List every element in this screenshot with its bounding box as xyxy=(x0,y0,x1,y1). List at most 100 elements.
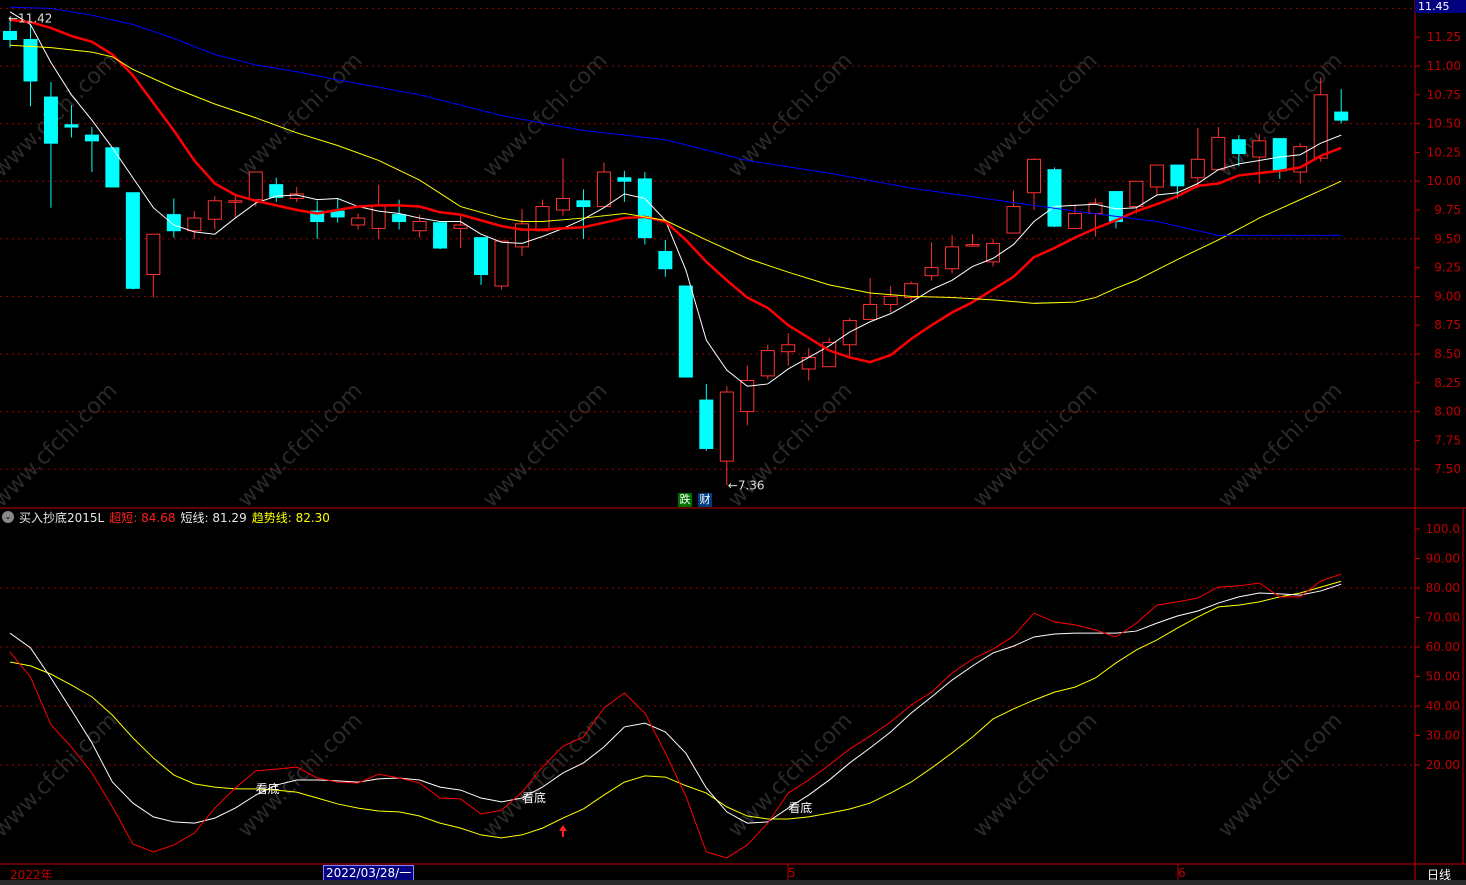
candle-body xyxy=(1129,180,1144,208)
price-tick-label: 9.50 xyxy=(1434,232,1461,246)
candle xyxy=(740,365,755,426)
candle xyxy=(474,237,489,285)
candle-body xyxy=(678,285,693,378)
candle-body xyxy=(740,379,755,413)
watermark-text: www.cfchi.com xyxy=(0,48,123,182)
candle-body xyxy=(3,30,17,41)
candle-body xyxy=(945,246,960,270)
candle-body xyxy=(576,200,591,208)
indicator-name[interactable]: 买入抄底2015L xyxy=(19,510,105,525)
series2-label: 短线: xyxy=(180,510,209,525)
moving-average-line xyxy=(9,11,1342,387)
candle-body xyxy=(1211,136,1226,171)
chevron-down-icon[interactable]: ⌄ xyxy=(2,511,14,523)
candle xyxy=(1170,164,1185,199)
price-tick-label: 10.50 xyxy=(1427,117,1461,131)
candle xyxy=(1006,190,1021,234)
candle-body xyxy=(269,184,284,198)
candle xyxy=(146,233,161,298)
indicator-tick-label: 90.00 xyxy=(1426,552,1460,566)
candle-body xyxy=(392,214,407,223)
candle-body xyxy=(146,233,161,276)
candle xyxy=(187,211,202,239)
candle-body xyxy=(1067,212,1082,229)
candle-body xyxy=(719,391,734,462)
candle xyxy=(207,196,222,230)
candle xyxy=(1211,127,1226,171)
signal-label: 看底 xyxy=(256,781,280,796)
candle-body xyxy=(965,244,980,247)
current-price-label: 11.45 xyxy=(1415,0,1466,13)
watermark-text: www.cfchi.com xyxy=(478,378,612,512)
watermark-text: www.cfchi.com xyxy=(478,48,612,182)
price-tick-label: 9.00 xyxy=(1434,289,1461,303)
candle-body xyxy=(207,200,222,220)
indicator-tick-label: 60.00 xyxy=(1426,640,1460,654)
candle xyxy=(863,277,878,320)
series2-value: 81.29 xyxy=(212,510,247,525)
candle-body xyxy=(781,344,796,353)
tag-cai[interactable]: 财 xyxy=(698,493,712,507)
candle-body xyxy=(1027,158,1041,194)
watermark-text: www.cfchi.com xyxy=(1213,708,1347,842)
price-tick-label: 8.50 xyxy=(1434,347,1461,361)
tag-die[interactable]: 跌 xyxy=(678,493,692,507)
candle-body xyxy=(371,204,386,229)
candle xyxy=(760,344,775,380)
price-tick-label: 8.00 xyxy=(1434,405,1461,419)
candle xyxy=(1252,133,1267,184)
price-tick-label: 11.00 xyxy=(1427,59,1461,73)
candle xyxy=(617,170,632,202)
candle xyxy=(904,281,919,303)
candle-body xyxy=(187,217,202,232)
candle xyxy=(1190,128,1205,189)
x-label-month-5: 5 xyxy=(788,866,796,880)
bottom-scrollbar[interactable] xyxy=(0,880,1466,885)
candle xyxy=(1149,164,1164,196)
price-tick-label: 10.00 xyxy=(1427,174,1461,188)
candle xyxy=(1272,138,1287,179)
candle xyxy=(494,240,509,290)
candle xyxy=(1334,89,1349,124)
candle xyxy=(125,192,140,290)
candle xyxy=(351,213,366,230)
candle-body xyxy=(1149,164,1164,188)
candle-body xyxy=(1190,158,1205,179)
candle-body xyxy=(596,171,611,208)
candle-body xyxy=(351,217,366,226)
series1-value: 84.68 xyxy=(141,510,176,525)
candle xyxy=(392,199,407,230)
candle-body xyxy=(658,250,673,270)
watermark-text: www.cfchi.com xyxy=(0,378,123,512)
period-button[interactable]: 日线 xyxy=(1427,868,1452,882)
candle-body xyxy=(64,124,79,128)
series3-readout: 趋势线: 82.30 xyxy=(252,509,330,526)
candle-body xyxy=(904,283,919,299)
candle-body xyxy=(699,399,714,449)
watermark-text: www.cfchi.com xyxy=(968,708,1102,842)
candle-body xyxy=(637,178,652,239)
candle-body xyxy=(1272,138,1287,172)
candle xyxy=(678,285,693,378)
candle xyxy=(986,238,1001,267)
candle-body xyxy=(1334,111,1349,121)
candle-body xyxy=(84,134,99,142)
candle xyxy=(658,239,673,277)
candle xyxy=(3,17,17,48)
watermark-text: www.cfchi.com xyxy=(723,708,857,842)
candle-body xyxy=(494,240,509,287)
indicator-tick-label: 30.00 xyxy=(1426,729,1460,743)
candle-body xyxy=(1313,94,1328,159)
high-price-label: ←11.42 xyxy=(8,12,52,26)
moving-average-line xyxy=(9,6,1342,236)
moving-average-line xyxy=(9,44,1342,304)
candle-body xyxy=(863,303,878,320)
candle xyxy=(1129,180,1144,214)
price-tick-label: 8.75 xyxy=(1434,318,1461,332)
candle-body xyxy=(166,214,181,232)
candle xyxy=(433,222,448,250)
series1-readout: 超短: 84.68 xyxy=(109,509,175,526)
indicator-line-0 xyxy=(9,573,1342,859)
